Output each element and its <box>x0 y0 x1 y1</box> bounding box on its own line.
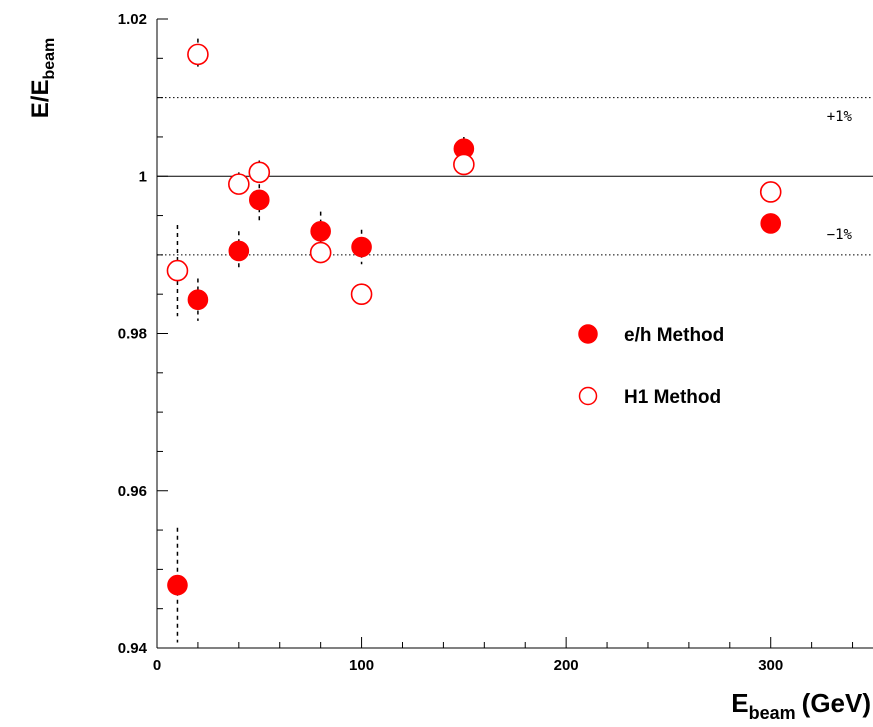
minus-one-percent-label: −1% <box>827 227 853 243</box>
x-axis-title-main: E <box>731 688 748 718</box>
data-point-h1-method <box>248 161 271 184</box>
legend-label-h1-method: H1 Method <box>624 387 721 408</box>
data-point-eh-method <box>760 213 782 234</box>
plus-one-percent-label: +1% <box>827 109 853 125</box>
x-tick-label: 0 <box>153 657 161 674</box>
y-axis-title-sub: beam <box>41 38 58 80</box>
x-axis-title-sub: beam <box>749 703 796 723</box>
legend: e/h Method H1 Method <box>578 324 724 408</box>
y-ticks: 0.94 0.96 0.98 1 1.02 <box>118 11 168 657</box>
data-point-h1-method <box>166 259 189 282</box>
y-tick-label: 1 <box>139 168 147 185</box>
legend-marker-open-circle <box>578 386 598 406</box>
x-ticks: 0 100 200 300 <box>153 637 854 674</box>
data-point-h1-method <box>187 43 209 66</box>
reference-lines <box>157 97 873 256</box>
data-point-eh-method <box>310 220 331 242</box>
y-tick-label: 0.94 <box>118 640 148 657</box>
x-tick-label: 200 <box>554 657 579 674</box>
y-tick-label: 0.96 <box>118 483 147 500</box>
legend-label-eh-method: e/h Method <box>624 325 724 346</box>
x-tick-label: 300 <box>758 657 783 674</box>
data-point-eh-method <box>351 236 372 258</box>
data-point-h1-method <box>228 173 250 195</box>
y-tick-label: 1.02 <box>118 11 147 28</box>
x-axis-title: Ebeam (GeV) <box>731 688 871 723</box>
data-point-eh-method <box>228 240 250 262</box>
axes <box>156 19 873 649</box>
data-point-eh-method <box>187 289 209 310</box>
data-point-eh-method <box>248 189 270 211</box>
legend-marker-filled-circle <box>578 324 598 344</box>
data-point-h1-method <box>759 181 782 203</box>
y-axis-title: E/Ebeam <box>27 38 58 118</box>
data-point-h1-method <box>453 153 475 176</box>
y-tick-label: 0.98 <box>118 326 147 343</box>
data-point-h1-method <box>309 241 332 264</box>
x-axis-title-unit: (GeV) <box>802 688 871 718</box>
data-point-h1-method <box>350 283 373 305</box>
data-points <box>166 43 782 596</box>
y-axis-title-main: E/E <box>27 80 54 119</box>
data-point-eh-method <box>167 574 188 596</box>
x-tick-label: 100 <box>349 657 374 674</box>
